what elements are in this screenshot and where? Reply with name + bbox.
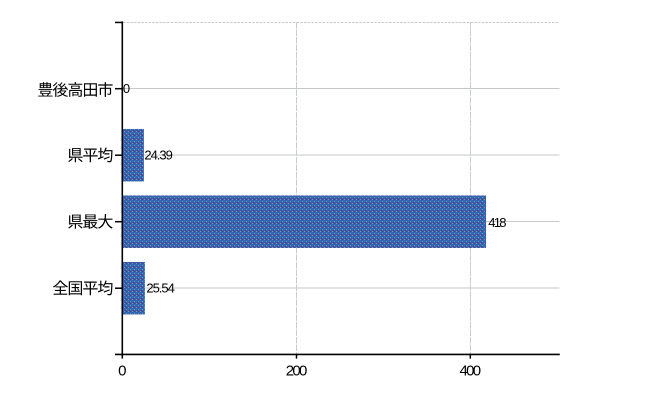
svg-text:200: 200 xyxy=(286,363,308,380)
svg-text:24.39: 24.39 xyxy=(144,148,172,163)
svg-text:0: 0 xyxy=(123,81,130,96)
svg-text:400: 400 xyxy=(460,363,482,380)
svg-text:418: 418 xyxy=(488,215,506,230)
svg-text:0: 0 xyxy=(118,363,126,380)
svg-text:25.54: 25.54 xyxy=(146,281,174,296)
